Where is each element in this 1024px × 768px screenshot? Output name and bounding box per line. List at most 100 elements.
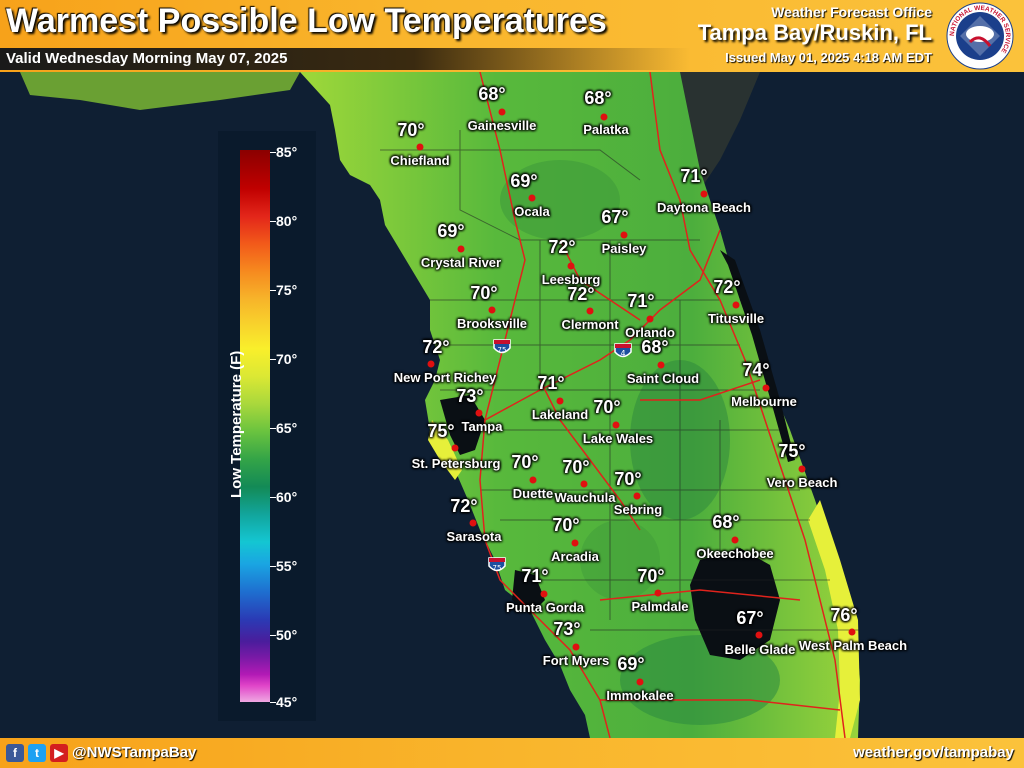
city-dot	[529, 476, 537, 484]
twitter-icon[interactable]: t	[28, 744, 46, 762]
city-temperature: 71°	[627, 291, 655, 311]
city-dot	[528, 194, 536, 202]
interstate-75-shield-south: 75	[488, 557, 506, 572]
city-name: Palatka	[583, 122, 629, 137]
valid-time-bar	[0, 48, 690, 70]
city-name: Ocala	[514, 204, 550, 219]
city-dot	[556, 397, 564, 405]
city-temperature: 73°	[456, 386, 484, 406]
city-temperature: 70°	[470, 283, 498, 303]
city-temperature: 68°	[584, 88, 612, 108]
legend-tick-label: 75°	[276, 282, 298, 298]
city-temperature: 71°	[537, 373, 565, 393]
legend-tick-label: 60°	[276, 489, 298, 505]
city-dot	[612, 421, 620, 429]
legend-tick-mark	[270, 152, 276, 153]
office-label: Weather Forecast Office	[771, 4, 932, 20]
city-dot	[646, 315, 654, 323]
interstate-75-shield-north: 75	[493, 339, 511, 354]
city-name: Immokalee	[606, 688, 674, 703]
city-name: Titusville	[707, 311, 765, 326]
city-temperature: 68°	[712, 512, 740, 532]
city-name: Tampa	[461, 419, 503, 434]
city-dot	[586, 307, 594, 315]
legend-tick-label: 85°	[276, 144, 298, 160]
city-dot	[540, 590, 548, 598]
social-handle[interactable]: @NWSTampaBay	[72, 744, 197, 761]
youtube-icon[interactable]: ▶	[50, 744, 68, 762]
city-temperature: 73°	[553, 619, 581, 639]
svg-text:75: 75	[498, 346, 507, 354]
legend-color-scale	[240, 150, 270, 702]
city-dot	[848, 628, 856, 636]
city-name: Fort Myers	[542, 653, 610, 668]
city-name: Lakeland	[531, 407, 589, 422]
city-name: Brooksville	[456, 316, 528, 331]
city-temperature: 70°	[562, 457, 590, 477]
city-name: Belle Glade	[724, 642, 796, 657]
city-name: Chiefland	[390, 153, 450, 168]
city-name: Crystal River	[420, 255, 502, 270]
city-temperature: 72°	[567, 284, 595, 304]
city-name: Okeechobee	[696, 546, 774, 561]
city-temperature: 70°	[552, 515, 580, 535]
city-dot	[657, 361, 665, 369]
city-temperature: 76°	[830, 605, 858, 625]
city-temperature: 71°	[680, 166, 708, 186]
city-name: Arcadia	[551, 549, 599, 564]
office-name: Tampa Bay/Ruskin, FL	[697, 20, 932, 45]
city-dot	[633, 492, 641, 500]
city-temperature: 72°	[450, 496, 478, 516]
city-name: Sebring	[613, 502, 663, 517]
nws-logo: NATIONAL WEATHER SERVICE	[946, 2, 1014, 70]
city-dot	[488, 306, 496, 314]
legend-tick-label: 65°	[276, 420, 298, 436]
city-name: Palmdale	[631, 599, 689, 614]
city-temperature: 70°	[511, 452, 539, 472]
city-temperature: 75°	[778, 441, 806, 461]
city-name: Wauchula	[554, 490, 616, 505]
legend-tick-label: 45°	[276, 694, 298, 710]
legend-tick-label: 70°	[276, 351, 298, 367]
city-dot	[451, 444, 459, 452]
city-temperature: 72°	[548, 237, 576, 257]
legend-tick-label: 50°	[276, 627, 298, 643]
interstate-4-shield: 4	[614, 343, 632, 358]
city-dot	[580, 480, 588, 488]
city-dot	[732, 301, 740, 309]
city-name: Melbourne	[731, 394, 797, 409]
city-name: Sarasota	[446, 529, 502, 544]
city-name: Gainesville	[467, 118, 537, 133]
city-temperature: 75°	[427, 421, 455, 441]
svg-text:4: 4	[620, 349, 625, 358]
city-temperature: 67°	[601, 207, 629, 227]
city-dot	[755, 631, 763, 639]
legend-tick-mark	[270, 359, 276, 360]
legend-tick-mark	[270, 221, 276, 222]
florida-temperature-map	[0, 72, 1024, 738]
city-temperature: 69°	[437, 221, 465, 241]
city-dot	[498, 108, 506, 116]
city-dot	[798, 465, 806, 473]
website-link[interactable]: weather.gov/tampabay	[853, 744, 1014, 761]
city-temperature: 72°	[713, 277, 741, 297]
city-temperature: 68°	[478, 84, 506, 104]
city-temperature: 74°	[742, 360, 770, 380]
legend-tick-mark	[270, 702, 276, 703]
legend-tick-mark	[270, 428, 276, 429]
city-dot	[762, 384, 770, 392]
facebook-icon[interactable]: f	[6, 744, 24, 762]
issued-time: Issued May 01, 2025 4:18 AM EDT	[725, 50, 932, 65]
city-temperature: 70°	[397, 120, 425, 140]
city-dot	[636, 678, 644, 686]
city-name: Leesburg	[541, 272, 601, 287]
city-temperature: 69°	[510, 171, 538, 191]
city-name: Paisley	[601, 241, 647, 256]
city-dot	[600, 113, 608, 121]
city-temperature: 70°	[637, 566, 665, 586]
city-dot	[457, 245, 465, 253]
tampa-bay	[440, 395, 485, 455]
city-name: New Port Richey	[393, 370, 497, 385]
city-name: Punta Gorda	[505, 600, 585, 615]
